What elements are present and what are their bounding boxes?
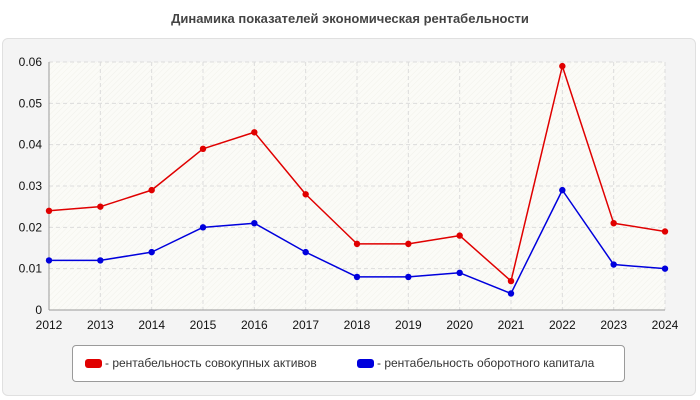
x-tick-label: 2012 [36, 318, 63, 332]
y-tick-labels: 0 0.01 0.02 0.03 0.04 0.05 0.06 [19, 55, 43, 317]
data-point-0 [302, 191, 309, 198]
data-point-0 [199, 145, 207, 152]
x-tick-label: 2019 [395, 318, 422, 332]
data-point-1 [507, 290, 515, 297]
y-tick-label: 0 [35, 303, 42, 317]
data-point-0 [251, 129, 258, 136]
data-point-1 [610, 261, 617, 268]
data-point-0 [148, 186, 155, 194]
legend-swatch-blue [357, 358, 374, 368]
data-point-1 [456, 269, 463, 276]
series [45, 62, 669, 297]
data-point-0 [559, 62, 566, 70]
legend-swatch-red [85, 358, 102, 368]
data-point-0 [456, 232, 463, 239]
y-tick-label: 0.04 [19, 138, 43, 152]
x-tick-label: 2021 [498, 318, 525, 332]
x-tick-label: 2013 [87, 318, 114, 332]
x-tick-labels: 2012 2013 2014 2015 2016 2017 2018 2019 2020 2021… [36, 318, 679, 332]
y-tick-label: 0.06 [19, 55, 43, 69]
axes [48, 62, 665, 311]
data-point-1 [559, 186, 566, 194]
data-point-1 [302, 248, 309, 256]
x-tick-label: 2014 [138, 318, 165, 332]
x-tick-label: 2017 [292, 318, 319, 332]
legend: - рентабельность совокупных активов - ре… [72, 345, 625, 382]
data-point-0 [507, 277, 515, 285]
data-point-1 [45, 257, 53, 264]
y-tick-label: 0.01 [19, 262, 43, 276]
data-point-0 [45, 207, 53, 214]
legend-label-working-capital: - рентабельность оборотного капитала [377, 356, 595, 370]
legend-item-assets[interactable]: - рентабельность совокупных активов [85, 356, 317, 370]
x-tick-label: 2015 [190, 318, 217, 332]
legend-label-assets: - рентабельность совокупных активов [105, 356, 317, 370]
x-tick-label: 2023 [600, 318, 627, 332]
x-tick-label: 2018 [344, 318, 371, 332]
data-point-1 [353, 273, 361, 281]
data-point-1 [251, 220, 258, 227]
y-tick-label: 0.02 [19, 220, 43, 234]
data-point-1 [97, 257, 104, 264]
data-point-1 [661, 265, 669, 272]
x-tick-label: 2016 [241, 318, 268, 332]
data-point-0 [661, 228, 669, 235]
data-point-1 [405, 273, 412, 281]
x-tick-label: 2022 [549, 318, 576, 332]
data-point-0 [405, 240, 412, 248]
data-point-0 [610, 220, 617, 227]
data-point-0 [353, 240, 361, 248]
y-tick-label: 0.03 [19, 179, 43, 193]
data-point-1 [199, 224, 207, 231]
chart-title: Динамика показателей экономическая рента… [171, 11, 529, 26]
legend-item-working-capital[interactable]: - рентабельность оборотного капитала [357, 356, 594, 370]
data-point-1 [148, 248, 155, 256]
data-point-0 [97, 203, 104, 210]
x-tick-label: 2020 [446, 318, 473, 332]
x-tick-label: 2024 [652, 318, 679, 332]
y-tick-label: 0.05 [19, 96, 43, 110]
grid-lines [49, 61, 666, 310]
